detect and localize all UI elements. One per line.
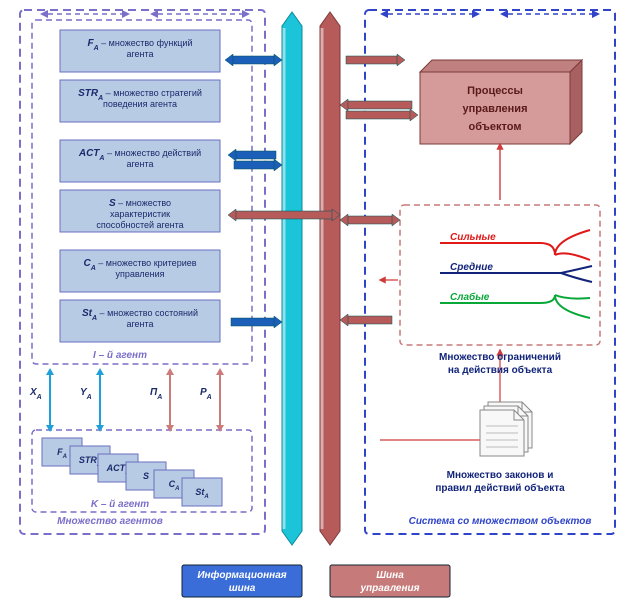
connector-arrow — [346, 54, 405, 66]
bus-label: Шина — [376, 570, 404, 581]
arrow-label: YA — [80, 387, 92, 401]
connector-arrow — [228, 209, 340, 221]
v-arrow — [216, 368, 224, 432]
bus-label: управления — [359, 583, 419, 594]
arrow-label: ПA — [150, 387, 162, 401]
constraint-label: Сильные — [450, 232, 496, 243]
v-arrow — [96, 368, 104, 432]
laws-title: правил действий объекта — [435, 482, 565, 494]
agent-box: S – множествохарактеристикспособностей а… — [60, 190, 220, 232]
section-label: Множество агентов — [57, 516, 163, 527]
diagram-canvas: Информационная шина Шина управления FA – мно… — [0, 0, 630, 602]
process-box-text: объектом — [469, 121, 522, 133]
connector-arrow — [228, 149, 276, 161]
connector-arrow — [340, 214, 400, 226]
constraint-label: Слабые — [450, 291, 490, 303]
system-label: Система со множеством объектов — [409, 515, 592, 527]
constraint-label: Средние — [450, 262, 493, 273]
top-arrow — [40, 10, 130, 18]
top-arrow — [380, 10, 480, 18]
connector-arrow — [234, 159, 282, 171]
bus-label: шина — [229, 583, 256, 594]
connector-arrow — [225, 54, 282, 66]
connector-arrow — [231, 316, 282, 328]
top-arrow — [500, 10, 600, 18]
arrow-label: PA — [200, 387, 212, 401]
arrow-label: XA — [29, 387, 42, 401]
process-box: Процессы управления объектом — [420, 60, 582, 144]
agent-box: CA – множество критериевуправления — [60, 250, 220, 292]
agent-box: StA – множество состоянийагента — [60, 300, 220, 342]
bus-label: Информационная — [197, 569, 286, 581]
constraints-title: Множество ограничений — [439, 352, 561, 363]
v-arrow — [46, 368, 54, 432]
process-box-text: Процессы — [467, 85, 523, 97]
small-box-label: S — [143, 471, 149, 481]
constraints-diagram: Сильные Средние Слабые — [440, 230, 592, 318]
section-label: K – й агент — [91, 499, 149, 510]
agent-box: STRA – множество стратегийповедения аген… — [60, 80, 220, 122]
connector-arrow — [340, 99, 412, 111]
process-box-text: управления — [462, 103, 527, 115]
section-label: I – й агент — [93, 350, 147, 361]
connector-arrow — [340, 314, 392, 326]
agent-box: ACTA – множество действийагента — [60, 140, 220, 182]
docs-icon — [480, 402, 532, 456]
laws-title: Множество законов и — [447, 470, 554, 481]
agent-box: FA – множество функцийагента — [60, 30, 220, 72]
connector-arrow — [346, 109, 418, 121]
top-arrow — [150, 10, 250, 18]
constraints-title: на действия объекта — [448, 364, 553, 376]
v-arrow — [166, 368, 174, 432]
